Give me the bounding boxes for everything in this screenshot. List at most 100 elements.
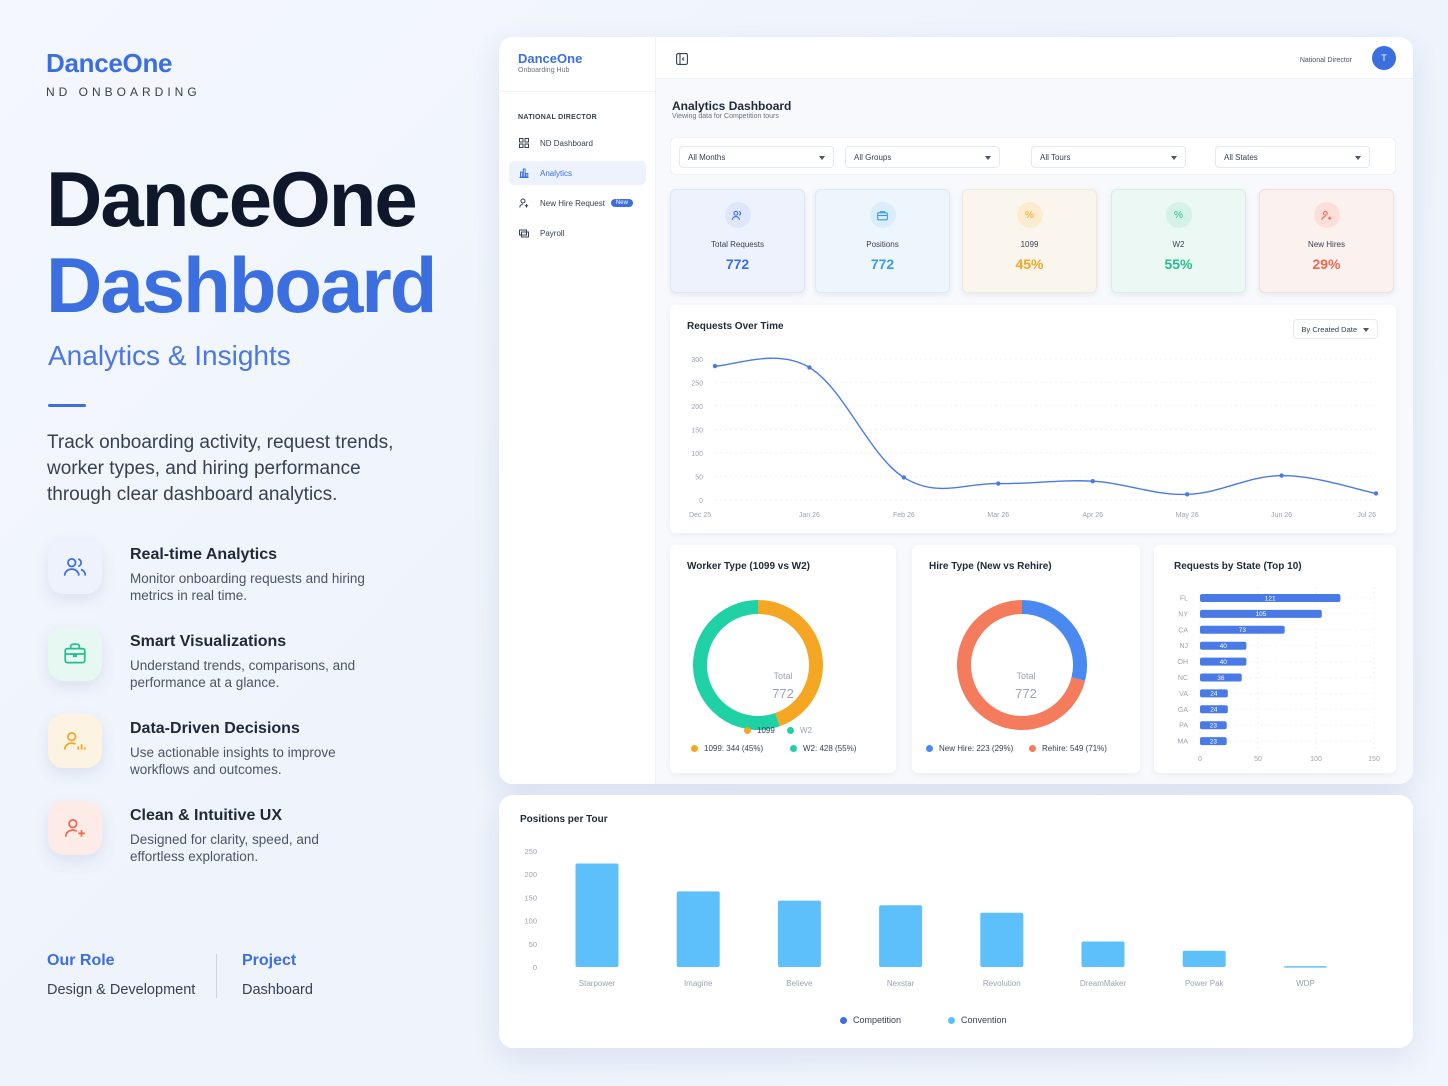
select-value: All States: [1224, 152, 1258, 162]
bar: [1200, 609, 1322, 618]
avatar[interactable]: T: [1372, 46, 1396, 70]
page-subtitle: Viewing data for Competition tours: [672, 113, 779, 120]
x-tick-label: Nexstar: [887, 979, 915, 988]
kpi-label: Positions: [866, 240, 899, 249]
sidebar-item-label: Payroll: [540, 228, 565, 238]
user-plus-icon: [48, 801, 102, 855]
kpi-positions: Positions 772: [815, 189, 950, 293]
users-icon: [48, 540, 102, 594]
chevron-down-icon: [1355, 156, 1361, 160]
x-tick-label: Feb 26: [893, 512, 915, 519]
select-value: All Months: [688, 152, 726, 162]
series-line: [714, 357, 1377, 496]
legend-label: W2: [800, 726, 812, 735]
legend-label: Rehire: 549 (71%): [1042, 744, 1107, 753]
filter-months-select[interactable]: All Months: [679, 146, 834, 168]
filter-states-select[interactable]: All States: [1215, 146, 1370, 168]
card-title: Positions per Tour: [520, 814, 608, 825]
bar: [1200, 594, 1341, 602]
positions-bar-chart: 250 200 150 100 50 0 Starpower Imagine Believe Ne…: [524, 847, 1327, 988]
sort-by-select[interactable]: By Created Date: [1292, 319, 1378, 339]
x-tick-label: 50: [1254, 756, 1262, 763]
data-label: 24: [1210, 707, 1218, 714]
role-heading: Our Role: [47, 952, 115, 969]
legend-dot: [840, 1016, 847, 1024]
legend-dot: [948, 1016, 955, 1024]
feature-title: Real-time Analytics: [130, 546, 278, 563]
data-label: 105: [1255, 611, 1266, 618]
filter-groups-select[interactable]: All Groups: [845, 146, 1000, 168]
x-tick-label: Jan 26: [799, 512, 820, 519]
dashboard-window: DanceOne Onboarding Hub NATIONAL DIRECTO…: [499, 37, 1413, 784]
donut-slice: [957, 600, 1086, 730]
legend-item: 1099: 344 (45%): [691, 744, 763, 753]
worker-type-donut: [693, 600, 823, 730]
bar: [777, 900, 821, 967]
filter-tours-select[interactable]: All Tours: [1031, 146, 1186, 168]
y-tick-label: PA: [1179, 723, 1188, 730]
x-tick-label: Starpower: [579, 979, 616, 988]
legend-dot: [790, 745, 797, 752]
y-tick-label: 150: [691, 428, 703, 435]
x-tick-label: Dec 25: [689, 512, 711, 519]
requests-over-time-card: Requests Over Time By Created Date 300 25…: [670, 305, 1396, 533]
positions-per-tour-card: Positions per Tour 250 200 150 100 50 0 Starpo…: [499, 795, 1413, 1048]
percent-icon: %: [1016, 202, 1043, 228]
sidebar-toggle-icon[interactable]: [676, 52, 688, 65]
x-tick-label: Jul 26: [1357, 512, 1376, 519]
project-heading: Project: [242, 952, 297, 969]
sidebar-item-new-hire-request[interactable]: New Hire Request New: [509, 191, 646, 215]
briefcase-icon: [869, 202, 896, 228]
sidebar-item-analytics[interactable]: Analytics: [509, 161, 646, 185]
bar: [1200, 737, 1227, 746]
briefcase-icon: [48, 627, 102, 681]
user-role-label: National Director: [1299, 57, 1352, 64]
legend-item: W2: 428 (55%): [790, 744, 856, 753]
card-title: Requests Over Time: [687, 321, 784, 332]
bar: [1081, 941, 1125, 967]
worker-type-card: Worker Type (1099 vs W2) Total 772 1099 …: [670, 545, 896, 773]
sidebar-item-payroll[interactable]: Payroll: [509, 221, 646, 245]
donut-center-label: Total: [1016, 671, 1036, 681]
legend-label: Competition: [853, 1015, 902, 1025]
x-tick-label: Mar 26: [987, 512, 1009, 519]
donut-center-label: Total: [773, 671, 793, 681]
kpi-label: 1099: [1020, 240, 1039, 249]
data-point: [996, 481, 1001, 486]
user-plus-icon: [1313, 202, 1340, 228]
chevron-down-icon: [985, 156, 991, 160]
data-label: 40: [1220, 659, 1228, 666]
legend-label: Convention: [961, 1015, 1007, 1025]
y-tick-label: MA: [1178, 739, 1189, 746]
data-point: [1373, 491, 1379, 496]
legend-item: New Hire: 223 (29%): [926, 744, 1013, 753]
bar: [1283, 966, 1327, 968]
hero-divider: [48, 404, 86, 407]
data-point: [1184, 492, 1190, 497]
project: Project Dashboard: [242, 952, 313, 998]
y-tick-label: OH: [1178, 659, 1189, 666]
page-title: Analytics Dashboard: [672, 99, 792, 113]
role-value: Design & Development: [47, 982, 196, 998]
data-label: 73: [1239, 627, 1247, 634]
sidebar-item-nd-dashboard[interactable]: ND Dashboard: [509, 131, 646, 155]
y-tick-label: CA: [1178, 627, 1188, 634]
filter-bar: All Months All Groups All Tours All Stat…: [670, 137, 1396, 175]
kpi-value: 55%: [1164, 256, 1193, 272]
bar: [1200, 689, 1228, 698]
bar-chart-icon: [518, 168, 529, 179]
y-tick-label: NC: [1178, 675, 1188, 682]
data-label: 40: [1220, 643, 1228, 650]
y-tick-label: NJ: [1179, 643, 1188, 650]
kpi-value: 45%: [1015, 256, 1044, 272]
feature-smart-visualizations: Smart Visualizations Understand trends, …: [48, 627, 408, 691]
hero-title-line2: Dashboard: [46, 241, 437, 329]
x-tick-label: Revolution: [983, 979, 1021, 988]
bar: [1200, 721, 1227, 730]
legend-dot: [787, 727, 794, 734]
role-divider: [216, 954, 217, 998]
user-add-icon: [518, 198, 529, 209]
hero-tagline: Analytics & Insights: [48, 340, 291, 371]
y-tick-label: 250: [524, 847, 537, 856]
legend-dot: [926, 745, 933, 752]
